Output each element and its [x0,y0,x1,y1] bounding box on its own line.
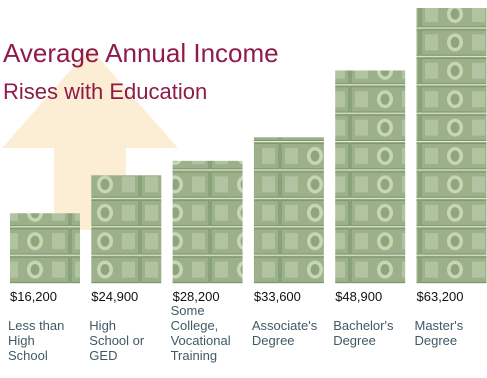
category-label-line: Associate's [251,318,318,333]
category-label-2: High School or GED [89,318,167,363]
chart-subtitle: Rises with Education [3,79,208,104]
category-label-line: Less than [8,318,65,333]
category-label-4: Associate's Degree [252,318,330,348]
category-label-line: High [8,333,35,348]
bar-3 [172,160,243,284]
category-label-3: Some College, Vocational Training [171,303,249,363]
value-label-3: $28,200 [172,289,220,304]
category-label-line: Training [170,348,218,363]
value-label-2: $24,900 [91,289,139,304]
category-label-line: School [8,348,48,363]
value-label-5: $48,900 [335,289,383,304]
category-label-line: College, [170,318,219,333]
category-label-line: Bachelor's [333,318,394,333]
category-label-line: Degree [251,333,295,348]
category-label-line: High [89,318,117,333]
value-label-4: $33,600 [253,289,301,304]
value-label-6: $63,200 [416,289,464,304]
bar-1 [10,213,80,284]
category-label-line: Vocational [170,333,231,348]
category-label-6: Master's Degree [415,318,487,348]
bar-4 [253,137,324,284]
category-label-line: GED [89,348,118,363]
value-label-1: $16,200 [10,289,57,304]
bar-6 [416,8,487,284]
category-label-line: Master's [414,318,464,333]
category-label-line: Some [170,303,205,318]
bar-2 [91,175,162,284]
category-label-line: Degree [414,333,458,348]
category-label-line: Degree [333,333,376,348]
category-label-5: Bachelor's Degree [333,318,411,348]
category-label-line: School or [89,333,145,348]
bar-5 [335,70,406,284]
chart-title: Average Annual Income [3,38,279,68]
category-label-1: Less than High School [8,318,86,363]
